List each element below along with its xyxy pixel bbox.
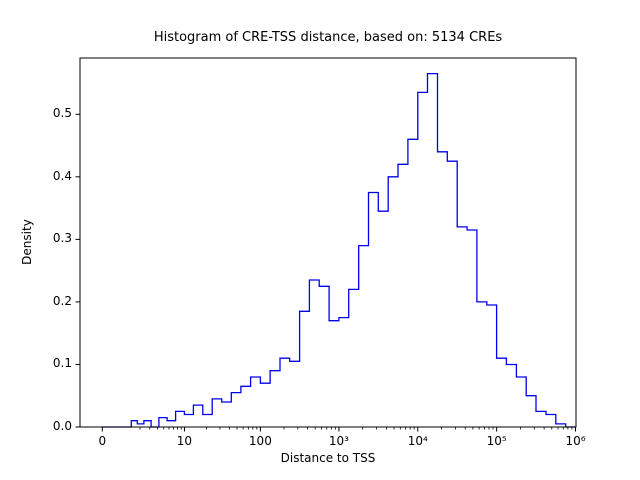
axis-tick-marks bbox=[75, 113, 577, 432]
x-tick-label: 0 bbox=[98, 434, 107, 448]
x-tick-label: 100 bbox=[248, 434, 272, 448]
y-tick-label: 0.0 bbox=[52, 419, 72, 433]
y-tick-label: 0.1 bbox=[52, 356, 72, 371]
y-tick-label: 0.5 bbox=[52, 106, 72, 121]
x-tick-label: 10⁵ bbox=[486, 434, 507, 448]
histogram-step-line bbox=[102, 72, 576, 428]
chart-title: Histogram of CRE-TSS distance, based on:… bbox=[153, 30, 503, 45]
x-tick-label: 10⁶ bbox=[565, 434, 586, 448]
x-tick-label: 10⁴ bbox=[407, 434, 428, 448]
x-tick-label: 10³ bbox=[328, 434, 349, 448]
x-axis-label: Distance to TSS bbox=[280, 451, 376, 465]
x-tick-label: 10 bbox=[176, 434, 193, 448]
y-tick-label: 0.4 bbox=[52, 168, 72, 183]
y-tick-label: 0.3 bbox=[52, 231, 72, 246]
axes-spines bbox=[79, 57, 577, 428]
y-tick-label: 0.2 bbox=[52, 293, 72, 308]
